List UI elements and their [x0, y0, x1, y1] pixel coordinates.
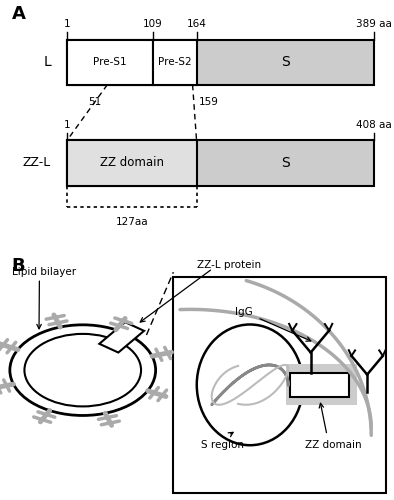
- Text: S: S: [281, 56, 290, 70]
- Text: 109: 109: [143, 19, 163, 29]
- Text: 159: 159: [199, 98, 218, 108]
- Text: 408 aa: 408 aa: [357, 120, 392, 130]
- Text: A: A: [12, 6, 26, 24]
- Bar: [290, 373, 349, 396]
- Text: ZZ domain: ZZ domain: [100, 156, 164, 170]
- Text: Pre-S2: Pre-S2: [158, 58, 191, 68]
- Text: S region: S region: [201, 440, 244, 450]
- Ellipse shape: [197, 324, 303, 445]
- Bar: [67, 40, 153, 85]
- Text: ZZ-L: ZZ-L: [23, 156, 51, 170]
- Text: 127aa: 127aa: [115, 218, 148, 228]
- Text: IgG: IgG: [235, 306, 253, 316]
- Text: S: S: [281, 156, 290, 170]
- Text: B: B: [12, 258, 26, 276]
- Bar: [67, 140, 374, 186]
- Bar: [67, 40, 374, 85]
- Text: 389 aa: 389 aa: [356, 19, 392, 29]
- Text: Lipid bilayer: Lipid bilayer: [12, 267, 76, 277]
- Text: 164: 164: [187, 19, 206, 29]
- Text: 1: 1: [64, 19, 70, 29]
- Text: ZZ domain: ZZ domain: [305, 440, 361, 450]
- Text: Pre-S1: Pre-S1: [93, 58, 127, 68]
- Text: 51: 51: [88, 98, 101, 108]
- Text: 1: 1: [64, 120, 70, 130]
- Bar: [153, 40, 197, 85]
- Bar: [67, 140, 197, 186]
- Text: ZZ-L protein: ZZ-L protein: [197, 260, 261, 270]
- Bar: [286, 364, 357, 406]
- Text: L: L: [43, 56, 51, 70]
- Polygon shape: [99, 322, 144, 352]
- Bar: [173, 277, 386, 492]
